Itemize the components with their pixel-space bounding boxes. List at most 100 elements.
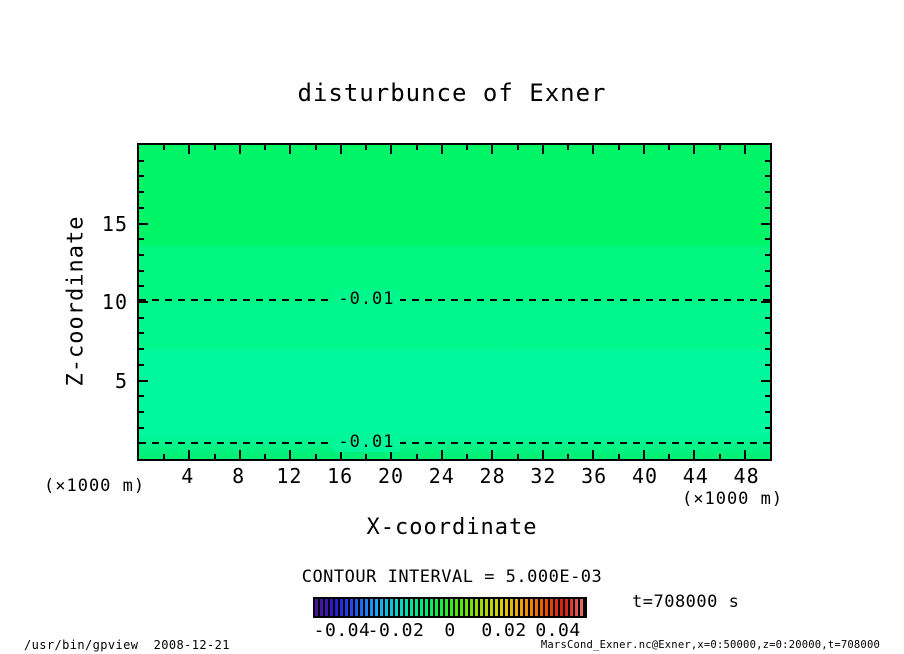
x-tick-label: 44: [682, 464, 709, 488]
x-tick-label: 20: [377, 464, 405, 488]
y-tick-label: 5: [114, 368, 128, 393]
y-axis-minor-tick: [765, 206, 770, 209]
y-axis-minor-tick: [139, 285, 144, 288]
x-axis-minor-tick: [213, 145, 216, 150]
x-axis-minor-tick: [668, 454, 671, 459]
x-axis-major-tick: [693, 450, 696, 459]
y-axis-minor-tick: [765, 363, 770, 366]
x-axis-minor-tick: [466, 145, 469, 150]
x-axis-major-tick: [642, 450, 645, 459]
x-axis-major-tick: [339, 450, 342, 459]
y-axis-minor-tick: [139, 206, 144, 209]
y-axis-minor-tick: [765, 269, 770, 272]
y-axis-major-tick: [761, 222, 770, 225]
x-unit-label: (×1000 m): [682, 489, 784, 509]
contour-line-label: -0.01: [333, 289, 400, 310]
colorbar-tick-label: 0.02: [481, 620, 527, 641]
y-axis-minor-tick: [139, 410, 144, 413]
x-axis-major-tick: [541, 450, 544, 459]
y-axis-major-tick: [139, 222, 148, 225]
colorbar-tick-label: 0: [444, 620, 456, 641]
x-tick-label: 8: [232, 464, 246, 488]
x-tick-label: 24: [428, 464, 455, 488]
x-axis-minor-tick: [617, 454, 620, 459]
x-axis-minor-tick: [415, 145, 418, 150]
x-axis-major-tick: [188, 450, 191, 459]
contour-line: -0.01: [139, 289, 770, 310]
x-axis-major-tick: [541, 145, 544, 154]
x-tick-label: 16: [327, 464, 354, 488]
colorbar-tick-label: -0.02: [367, 620, 425, 641]
y-axis-major-tick: [761, 379, 770, 382]
colorbar-tick-label: -0.04: [313, 620, 371, 641]
x-axis-minor-tick: [516, 454, 519, 459]
x-axis-minor-tick: [617, 145, 620, 150]
x-axis-minor-tick: [718, 145, 721, 150]
y-axis-minor-tick: [765, 175, 770, 178]
x-axis-major-tick: [289, 450, 292, 459]
x-tick-label: 40: [631, 464, 659, 488]
x-axis-minor-tick: [567, 145, 570, 150]
x-axis-major-tick: [440, 450, 443, 459]
colorbar-tick-labels: -0.04 -0.02 0 0.02 0.04: [313, 620, 585, 642]
x-tick-label: 12: [276, 464, 303, 488]
y-axis-title: Z-coordinate: [63, 215, 89, 387]
y-axis-minor-tick: [139, 363, 144, 366]
contour-line-label: -0.01: [333, 431, 400, 452]
x-axis-major-tick: [592, 145, 595, 154]
y-axis-minor-tick: [765, 238, 770, 241]
y-axis-minor-tick: [139, 395, 144, 398]
y-axis-minor-tick: [765, 410, 770, 413]
chart-title: disturbunce of Exner: [297, 79, 607, 107]
contour-interval-label: CONTOUR INTERVAL = 5.000E-03: [301, 567, 603, 587]
x-axis-major-tick: [289, 145, 292, 154]
x-axis-minor-tick: [466, 454, 469, 459]
x-axis-minor-tick: [264, 454, 267, 459]
x-axis-minor-tick: [415, 454, 418, 459]
x-axis-minor-tick: [213, 454, 216, 459]
x-axis-major-tick: [390, 145, 393, 154]
x-axis-minor-tick: [163, 454, 166, 459]
x-axis-major-tick: [440, 145, 443, 154]
x-tick-label: 36: [581, 464, 608, 488]
y-axis-major-tick: [139, 379, 148, 382]
plot-area: -0.01 -0.01: [137, 143, 772, 461]
x-axis-major-tick: [642, 145, 645, 154]
x-axis-minor-tick: [365, 145, 368, 150]
y-tick-labels: 5 10 15: [0, 145, 128, 459]
y-axis-minor-tick: [765, 395, 770, 398]
y-axis-minor-tick: [139, 269, 144, 272]
colorbar: [313, 597, 587, 618]
x-axis-major-tick: [592, 450, 595, 459]
footer-command: /usr/bin/gpview 2008-12-21: [24, 638, 230, 652]
y-axis-major-tick: [761, 301, 770, 303]
y-axis-minor-tick: [139, 159, 144, 162]
x-axis-minor-tick: [516, 145, 519, 150]
x-axis-major-tick: [339, 145, 342, 154]
y-tick-label: 15: [101, 211, 128, 236]
x-axis-major-tick: [188, 145, 191, 154]
x-axis-major-tick: [491, 450, 494, 459]
y-axis-minor-tick: [139, 348, 144, 351]
y-axis-minor-tick: [139, 253, 144, 256]
y-unit-label: (×1000 m): [44, 476, 146, 496]
x-tick-label: 4: [181, 464, 195, 488]
x-axis-minor-tick: [314, 454, 317, 459]
contour-line: -0.01: [139, 431, 770, 452]
y-axis-minor-tick: [765, 285, 770, 288]
x-axis-minor-tick: [365, 454, 368, 459]
y-axis-minor-tick: [765, 332, 770, 335]
x-axis-minor-tick: [314, 145, 317, 150]
y-axis-minor-tick: [765, 316, 770, 319]
y-tick-label: 10: [101, 290, 128, 314]
colorbar-tick-label: 0.04: [535, 620, 581, 641]
y-axis-minor-tick: [139, 175, 144, 178]
x-axis-major-tick: [693, 145, 696, 154]
x-tick-labels: 4 8 12 16 20 24 28 32 36 40 44 48: [137, 464, 772, 490]
x-axis-major-tick: [491, 145, 494, 154]
x-axis-major-tick: [390, 450, 393, 459]
x-tick-label: 32: [530, 464, 557, 488]
x-tick-label: 48: [733, 464, 760, 488]
y-axis-minor-tick: [765, 191, 770, 194]
y-axis-minor-tick: [139, 316, 144, 319]
